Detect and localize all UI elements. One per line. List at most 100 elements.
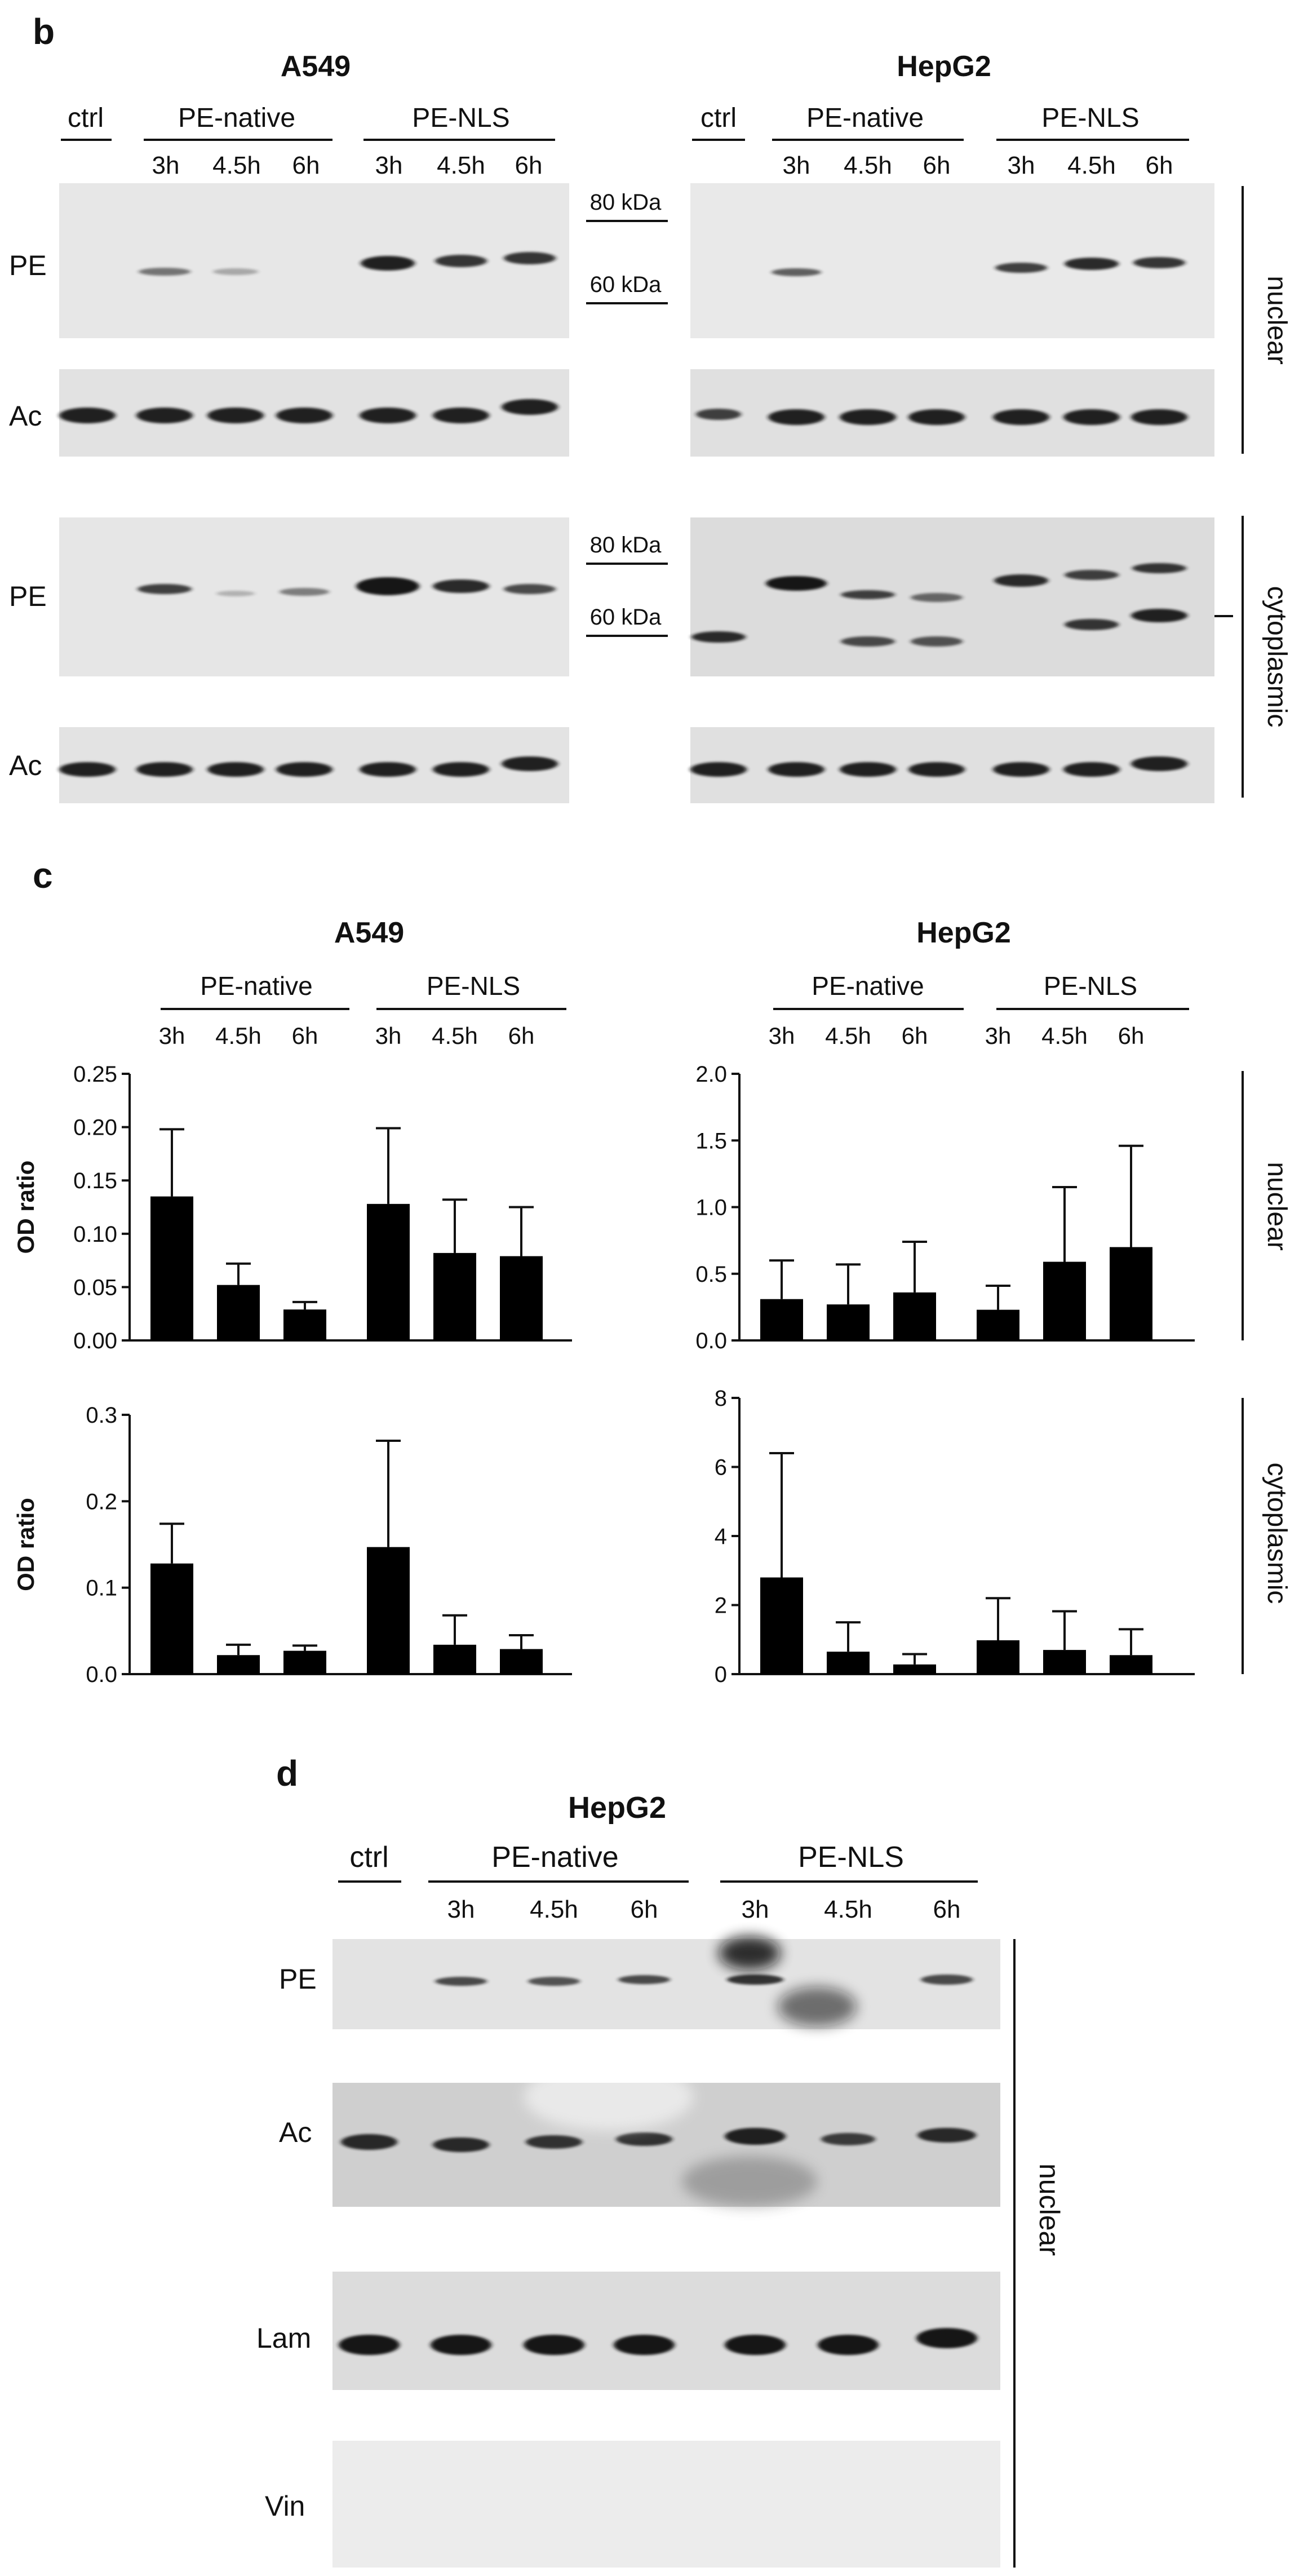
blot-d-pe bbox=[332, 1936, 1000, 2029]
b-a549-time: 3h bbox=[375, 152, 403, 179]
blot-band bbox=[433, 579, 489, 593]
blot-band bbox=[917, 2128, 976, 2143]
blot-band bbox=[435, 1977, 487, 1986]
panel-c-a549-title: A549 bbox=[334, 917, 404, 949]
blot-band bbox=[280, 588, 329, 596]
panel-d-blots bbox=[332, 1936, 1000, 2568]
blot-band bbox=[911, 636, 963, 647]
blot-band bbox=[768, 762, 824, 777]
b-hepg2-time: 6h bbox=[923, 152, 951, 179]
c-a549-group1-label: PE-native bbox=[200, 971, 312, 1001]
d-time: 4.5h bbox=[824, 1896, 872, 1923]
bar bbox=[977, 1309, 1019, 1340]
y-tick-label: 0.0 bbox=[86, 1662, 117, 1687]
y-tick-label: 0.3 bbox=[86, 1403, 117, 1428]
y-tick-label: 0.2 bbox=[86, 1489, 117, 1514]
blot-band bbox=[1132, 563, 1186, 573]
b-row-label-ac: Ac bbox=[9, 750, 42, 781]
blot-band bbox=[614, 2335, 675, 2355]
y-tick-label: 6 bbox=[715, 1455, 727, 1480]
b-a549-group2-label: PE-NLS bbox=[412, 103, 509, 133]
blot-band bbox=[216, 591, 255, 596]
blot-band bbox=[841, 590, 895, 599]
y-tick-label: 1.0 bbox=[695, 1196, 727, 1220]
blot-band bbox=[1131, 756, 1187, 771]
d-time: 3h bbox=[742, 1896, 769, 1923]
bar bbox=[367, 1547, 410, 1674]
d-time: 6h bbox=[933, 1896, 961, 1923]
bar bbox=[500, 1649, 543, 1674]
c-hepg2-group2-label: PE-NLS bbox=[1044, 971, 1137, 1001]
blot-band bbox=[276, 762, 332, 777]
bar bbox=[1043, 1262, 1086, 1340]
b-hepg2-group1-label: PE-native bbox=[806, 103, 924, 133]
bar bbox=[1110, 1247, 1152, 1340]
blot-d-ac bbox=[332, 2063, 1000, 2207]
blot-band bbox=[821, 2133, 875, 2145]
b-hepg2-time: 3h bbox=[783, 152, 810, 179]
x-tick-label: 3h bbox=[159, 1023, 185, 1049]
blot-hepg2-cyto-pe bbox=[690, 517, 1214, 676]
blot-band bbox=[504, 252, 556, 264]
od-ratio-chart-2: 0.0 0.5 1.0 1.5 2.0 3h 4.5h 6h 3h 4.5h 6h bbox=[695, 1023, 1195, 1353]
b-a549-time: 4.5h bbox=[437, 152, 485, 179]
d-row-label-lam: Lam bbox=[256, 2322, 311, 2354]
blot-band bbox=[725, 2335, 786, 2355]
y-axis-label: OD ratio bbox=[12, 1161, 39, 1254]
bar bbox=[760, 1299, 803, 1340]
x-tick-label: 4.5h bbox=[1041, 1023, 1088, 1049]
y-tick-label: 4 bbox=[715, 1524, 727, 1549]
blot-band bbox=[1065, 570, 1119, 580]
bar bbox=[827, 1304, 870, 1340]
bar bbox=[893, 1292, 936, 1340]
blot-band bbox=[504, 584, 556, 594]
d-row-label-vin: Vin bbox=[265, 2490, 305, 2522]
bar bbox=[893, 1664, 936, 1674]
b-row-label-pe: PE bbox=[9, 581, 47, 612]
panel-d-letter: d bbox=[276, 1753, 298, 1794]
d-nuclear-label: nuclear bbox=[1034, 2163, 1065, 2256]
d-group1-label: PE-native bbox=[491, 1841, 618, 1874]
blot-band bbox=[921, 1975, 973, 1985]
bar bbox=[433, 1644, 476, 1674]
blot-a549-cyto-ac bbox=[59, 727, 569, 803]
d-row-label-pe: PE bbox=[279, 1963, 317, 1995]
y-tick-label: 0.1 bbox=[86, 1576, 117, 1601]
blot-band bbox=[993, 409, 1049, 425]
bar bbox=[217, 1285, 260, 1340]
blot-a549-cyto-pe bbox=[59, 517, 569, 676]
b-row-label-ac: Ac bbox=[9, 400, 42, 432]
bar bbox=[217, 1655, 260, 1674]
y-tick-label: 0.20 bbox=[73, 1116, 117, 1140]
d-ctrl-label: ctrl bbox=[349, 1841, 388, 1874]
blot-band bbox=[1065, 619, 1119, 630]
blot-band bbox=[276, 408, 332, 423]
panel-b-a549-title: A549 bbox=[281, 50, 351, 83]
panel-c-letter: c bbox=[33, 855, 53, 896]
panel-b-blots bbox=[59, 183, 1214, 803]
bar bbox=[1043, 1650, 1086, 1674]
blot-hepg2-cyto-ac bbox=[690, 727, 1214, 803]
blot-band bbox=[841, 636, 895, 647]
b-hepg2-time: 6h bbox=[1146, 152, 1173, 179]
y-tick-label: 8 bbox=[715, 1386, 727, 1411]
blot-band bbox=[433, 762, 489, 777]
blot-band bbox=[435, 255, 487, 267]
blot-band bbox=[1063, 409, 1120, 425]
b-hepg2-time: 3h bbox=[1008, 152, 1035, 179]
blot-band bbox=[840, 409, 896, 425]
blot-band bbox=[916, 2328, 977, 2348]
blot-band bbox=[213, 268, 258, 275]
y-tick-label: 1.5 bbox=[695, 1128, 727, 1153]
y-tick-label: 0.00 bbox=[73, 1329, 117, 1353]
blot-band bbox=[526, 2135, 582, 2149]
blot-hepg2-nuclear-ac bbox=[690, 369, 1214, 457]
blot-band bbox=[691, 631, 746, 643]
blot-band bbox=[993, 762, 1049, 777]
blot-band bbox=[616, 2132, 672, 2146]
c-cytoplasmic-label: cytoplasmic bbox=[1262, 1463, 1292, 1604]
b-hepg2-group2-label: PE-NLS bbox=[1041, 103, 1139, 133]
blot-band bbox=[339, 2335, 400, 2355]
